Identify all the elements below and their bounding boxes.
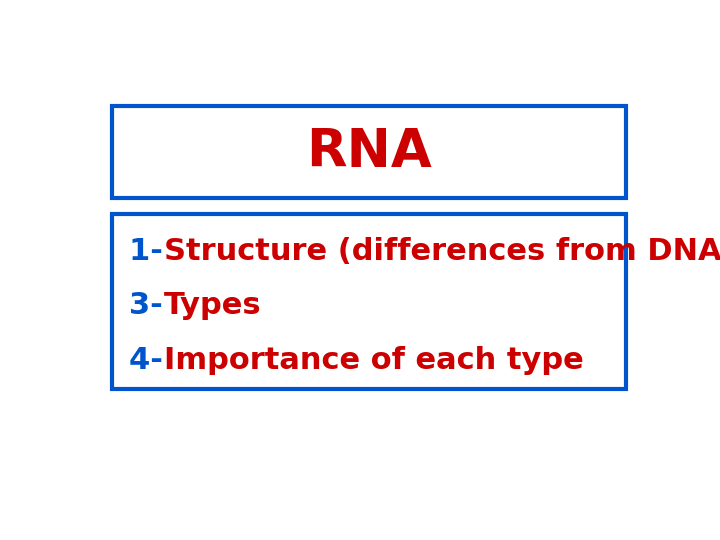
FancyBboxPatch shape [112,214,626,389]
Text: 3-: 3- [129,292,174,320]
Text: 1-: 1- [129,238,174,266]
Text: Types: Types [163,292,261,320]
Text: 4-: 4- [129,346,174,375]
Text: Structure (differences from DNA): Structure (differences from DNA) [163,238,720,266]
FancyBboxPatch shape [112,106,626,198]
Text: RNA: RNA [306,126,432,178]
Text: Importance of each type: Importance of each type [163,346,583,375]
